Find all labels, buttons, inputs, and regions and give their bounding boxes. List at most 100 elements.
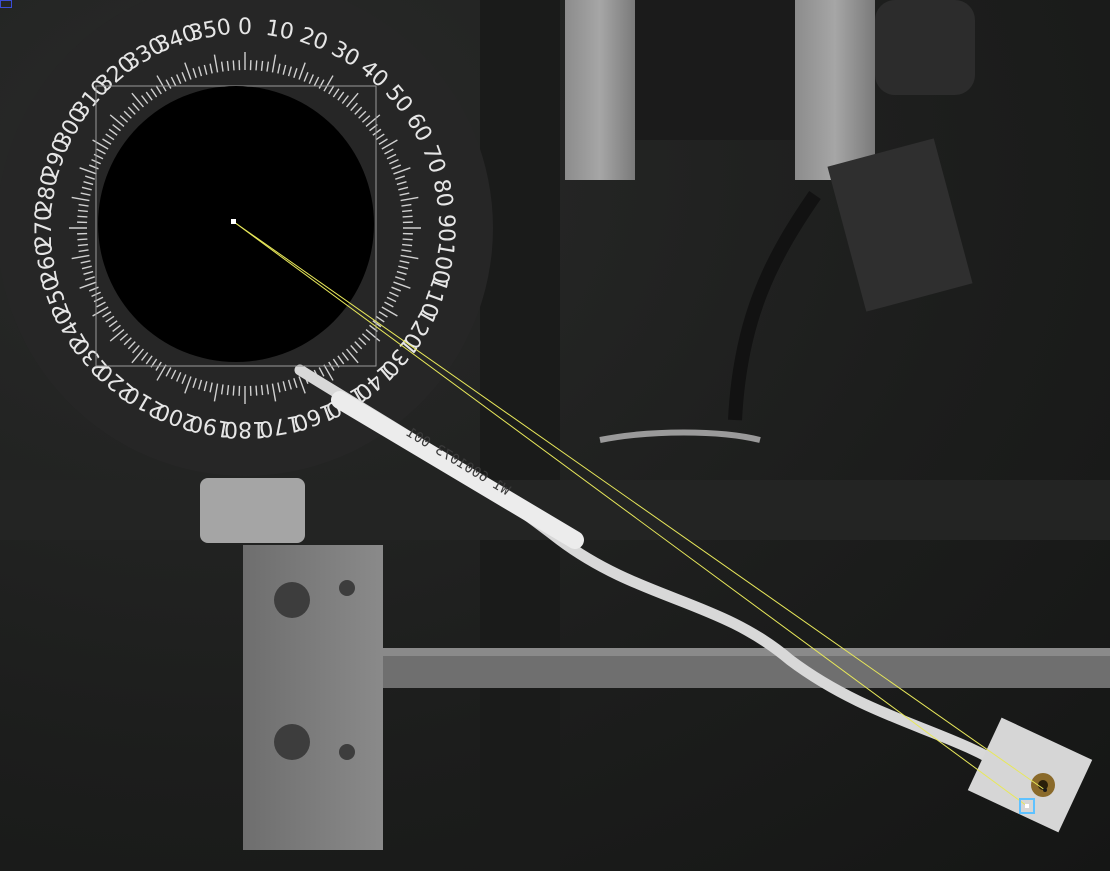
dial-tick (381, 139, 398, 150)
dial-tick (165, 367, 172, 377)
dial-tick (323, 364, 334, 381)
dial-tick (386, 296, 397, 303)
dial-tick (361, 333, 371, 341)
dial-tick (176, 372, 182, 382)
dial-tick (350, 102, 358, 112)
dial-tick (123, 110, 132, 119)
dial-tick (78, 203, 89, 207)
dial-tick (102, 311, 112, 318)
dial-tick (384, 301, 394, 308)
clamp-block (200, 478, 305, 543)
dial-tick (192, 68, 197, 78)
dial-tick (209, 382, 213, 393)
dial-tick (119, 115, 129, 123)
dial-tick (365, 114, 381, 127)
dial-tick (85, 175, 95, 180)
dial-tick (391, 164, 402, 170)
dial-tick (303, 71, 309, 82)
dial-tick (96, 301, 106, 308)
dial-tick (119, 333, 129, 341)
dial-tick (395, 175, 405, 180)
dial-tick (141, 95, 149, 104)
dial-tick (127, 106, 136, 115)
dial-tick (378, 138, 388, 145)
measure-line-a (233, 221, 1046, 791)
dial-tick (398, 186, 409, 191)
dial-tick (378, 311, 388, 318)
dial-tick (81, 186, 92, 191)
motor-body (875, 0, 975, 95)
dial-tick (400, 254, 419, 260)
dial-label: 80 (428, 177, 457, 209)
mount-plate (243, 545, 383, 850)
dial-tick (232, 60, 235, 71)
dial-tick (384, 148, 394, 155)
dial-tick (156, 75, 167, 92)
bracket-right-arm (795, 0, 875, 180)
dial-tick (108, 128, 118, 136)
end-handle-icon[interactable] (1019, 798, 1035, 814)
end-handle-dot (1025, 804, 1029, 808)
dial-tick (220, 384, 224, 395)
dial-tick (266, 384, 270, 395)
motor-block (827, 138, 973, 312)
dial-tick (105, 315, 115, 323)
dial-tick (181, 374, 187, 385)
dial-tick (389, 291, 399, 297)
dial-tick (341, 95, 349, 104)
dial-tick (318, 79, 325, 89)
dial-tick (226, 60, 230, 71)
dial-tick (260, 385, 264, 396)
dial-tick (92, 306, 109, 317)
dial-tick (393, 281, 411, 289)
dial-tick (271, 383, 277, 402)
dial-tick (393, 167, 411, 175)
dial-tick (203, 381, 208, 392)
dial-tick (232, 385, 235, 396)
dial-tick (282, 381, 287, 392)
cable-sleeve (331, 391, 584, 549)
dial-tick (213, 383, 219, 402)
dial-tick (293, 378, 298, 388)
dial-tick (337, 91, 345, 101)
dial-tick (181, 71, 187, 82)
dial-tick (332, 88, 340, 98)
dial-tick (375, 315, 385, 323)
dial-tick (255, 60, 258, 71)
mount-hole (274, 582, 310, 618)
corner-marker (0, 0, 12, 8)
motor-cable (728, 191, 821, 421)
mount-hole (274, 724, 310, 760)
dial-tick (372, 320, 382, 328)
dial-tick (337, 355, 345, 365)
dial-tick (391, 286, 402, 292)
dial-tick (401, 249, 412, 253)
dial-tick (401, 203, 412, 207)
dial-tick (198, 379, 203, 390)
dial-tick (123, 337, 132, 346)
dial-tick (102, 138, 112, 145)
dial-tick (88, 164, 99, 170)
bracket-opening (635, 0, 795, 140)
dial-tick (79, 167, 97, 175)
dark-post (480, 0, 560, 871)
dial-tick (298, 62, 306, 80)
dial-tick (271, 54, 277, 73)
center-point-icon[interactable] (231, 219, 236, 224)
dial-tick (184, 62, 192, 80)
dial-tick (400, 196, 419, 202)
sensor-lens-center (1038, 780, 1048, 790)
dial-tick (176, 74, 182, 84)
dial-tick (399, 192, 410, 196)
dial-tick (77, 215, 88, 218)
dial-tick (354, 341, 363, 350)
dial-tick (170, 369, 177, 380)
dial-tick (220, 61, 224, 72)
target-point (1043, 788, 1047, 792)
dial-tick (83, 270, 94, 275)
dial-tick (85, 276, 95, 281)
dial-tick (96, 148, 106, 155)
dial-tick (277, 382, 281, 393)
dial-tick (112, 124, 121, 132)
dial-tick (323, 75, 334, 92)
